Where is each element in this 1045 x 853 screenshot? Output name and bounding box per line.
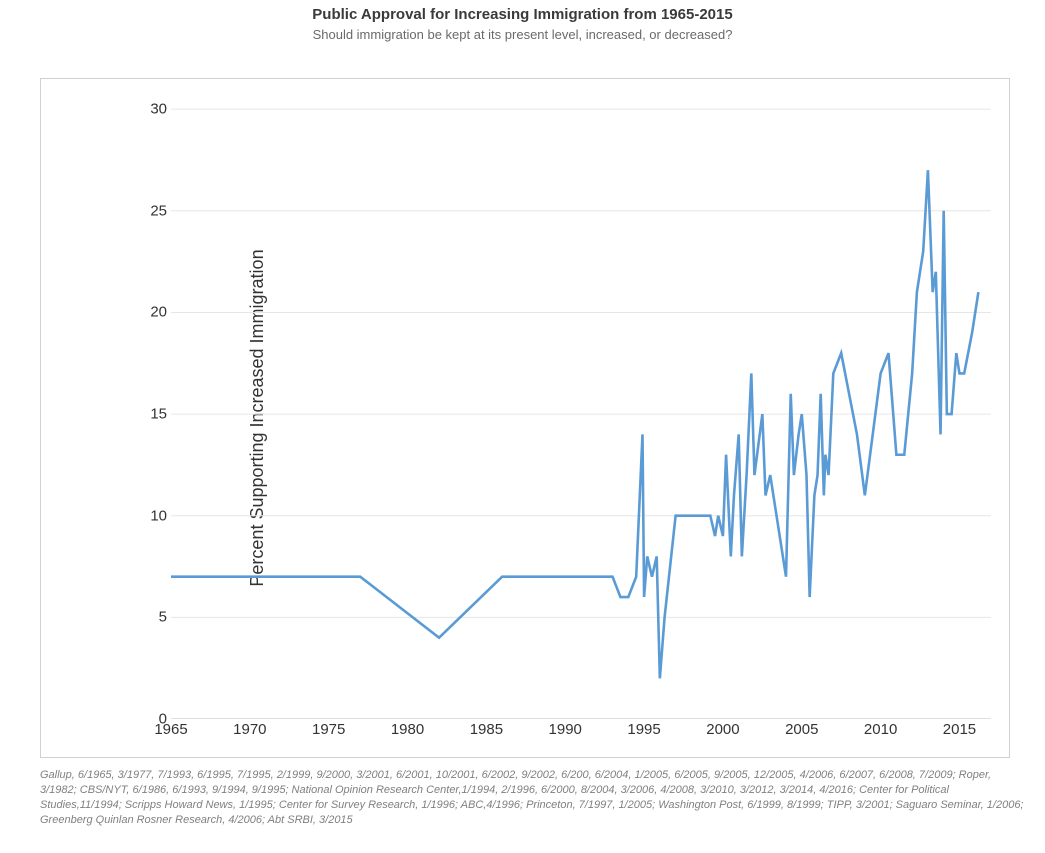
chart-panel: Percent Supporting Increased Immigration… <box>40 78 1010 758</box>
data-series-line <box>171 170 978 678</box>
x-tick: 1995 <box>627 721 660 738</box>
x-tick: 1970 <box>233 721 266 738</box>
y-tick: 20 <box>139 304 167 321</box>
chart-subtitle: Should immigration be kept at its presen… <box>0 27 1045 42</box>
chart-title: Public Approval for Increasing Immigrati… <box>0 6 1045 23</box>
y-tick: 5 <box>139 609 167 626</box>
x-tick: 2005 <box>785 721 818 738</box>
gridlines <box>171 109 991 617</box>
y-tick: 15 <box>139 406 167 423</box>
chart-svg <box>171 99 991 719</box>
x-tick: 1985 <box>470 721 503 738</box>
plot-area <box>171 99 991 719</box>
source-caption: Gallup, 6/1965, 3/1977, 7/1993, 6/1995, … <box>40 768 1025 827</box>
x-tick: 1980 <box>391 721 424 738</box>
x-tick: 2010 <box>864 721 897 738</box>
x-tick: 2000 <box>706 721 739 738</box>
y-tick: 10 <box>139 507 167 524</box>
x-tick: 2015 <box>943 721 976 738</box>
y-tick: 25 <box>139 202 167 219</box>
x-tick: 1975 <box>312 721 345 738</box>
figure-wrap: Public Approval for Increasing Immigrati… <box>0 0 1045 853</box>
x-tick: 1990 <box>549 721 582 738</box>
x-tick: 1965 <box>154 721 187 738</box>
y-tick: 30 <box>139 101 167 118</box>
header: Public Approval for Increasing Immigrati… <box>0 0 1045 42</box>
